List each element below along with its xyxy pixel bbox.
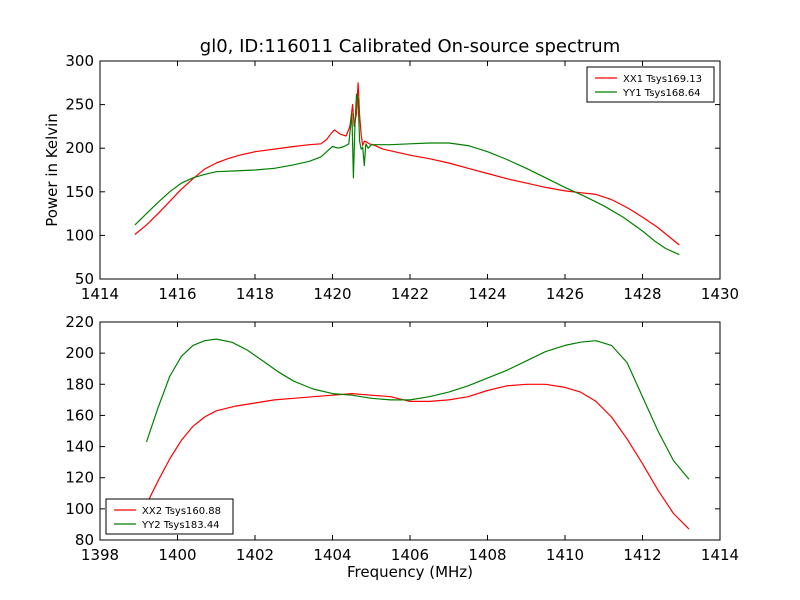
bottom-series-line-1: [145, 383, 690, 530]
top-x-tick-label: 1416: [158, 285, 196, 303]
bottom-y-tick-label: 160: [65, 406, 94, 424]
top-y-tick-label: 100: [65, 226, 94, 244]
top-series-line-2: [134, 93, 680, 256]
bottom-x-tick-label: 1406: [391, 546, 429, 564]
bottom-y-tick-label: 80: [75, 531, 94, 549]
top-y-tick-label: 300: [65, 52, 94, 70]
bottom-legend-label-2: YY2 Tsys183.44: [141, 520, 220, 531]
bottom-x-tick-label: 1410: [546, 546, 584, 564]
top-x-tick-label: 1430: [701, 285, 739, 303]
chart-title: gl0, ID:116011 Calibrated On-source spec…: [200, 36, 620, 57]
top-y-tick-label: 250: [65, 96, 94, 114]
top-panel: 1414 1416 1418 1420 1422 1424 1426 1428 1430 50 10…: [65, 52, 739, 303]
top-x-tick-label: 1422: [391, 285, 429, 303]
bottom-legend: XX2 Tsys160.88 YY2 Tsys183.44: [105, 498, 234, 535]
bottom-legend-box: [105, 498, 234, 535]
top-x-tick-label: 1414: [81, 285, 119, 303]
top-y-tick-label: 150: [65, 183, 94, 201]
top-x-tick-label: 1420: [313, 285, 351, 303]
bottom-y-tick-label: 220: [65, 313, 94, 331]
bottom-series-line-2: [145, 338, 690, 480]
top-x-tick-label: 1418: [236, 285, 274, 303]
top-legend-label-1: XX1 Tsys169.13: [623, 74, 702, 85]
bottom-x-tick-label: 1402: [236, 546, 274, 564]
bottom-y-tick-label: 180: [65, 375, 94, 393]
bottom-y-tick-label: 100: [65, 500, 94, 518]
top-series-line-1: [134, 82, 680, 246]
bottom-x-tick-label: 1408: [468, 546, 506, 564]
top-y-tick-label: 200: [65, 139, 94, 157]
top-legend-label-2: YY1 Tsys168.64: [622, 88, 701, 99]
bottom-panel: 1398 1400 1402 1404 1406 1408 1410 1412 1414 80 10…: [65, 313, 739, 564]
bottom-x-tick-label: 1414: [701, 546, 739, 564]
top-y-tick-label: 50: [75, 270, 94, 288]
bottom-x-axis-label: Frequency (MHz): [347, 563, 473, 581]
bottom-x-tick-label: 1404: [313, 546, 351, 564]
top-x-tick-label: 1426: [546, 285, 584, 303]
bottom-legend-label-1: XX2 Tsys160.88: [142, 506, 221, 517]
bottom-x-tick-label: 1412: [623, 546, 661, 564]
bottom-x-tick-label: 1398: [81, 546, 119, 564]
top-x-tick-label: 1428: [623, 285, 661, 303]
bottom-y-tick-label: 120: [65, 469, 94, 487]
top-legend-box: [586, 66, 715, 103]
bottom-y-tick-label: 140: [65, 438, 94, 456]
top-x-tick-label: 1424: [468, 285, 506, 303]
top-legend: XX1 Tsys169.13 YY1 Tsys168.64: [586, 66, 715, 103]
bottom-x-tick-label: 1400: [158, 546, 196, 564]
top-y-axis-label: Power in Kelvin: [43, 113, 61, 227]
bottom-y-tick-label: 200: [65, 344, 94, 362]
